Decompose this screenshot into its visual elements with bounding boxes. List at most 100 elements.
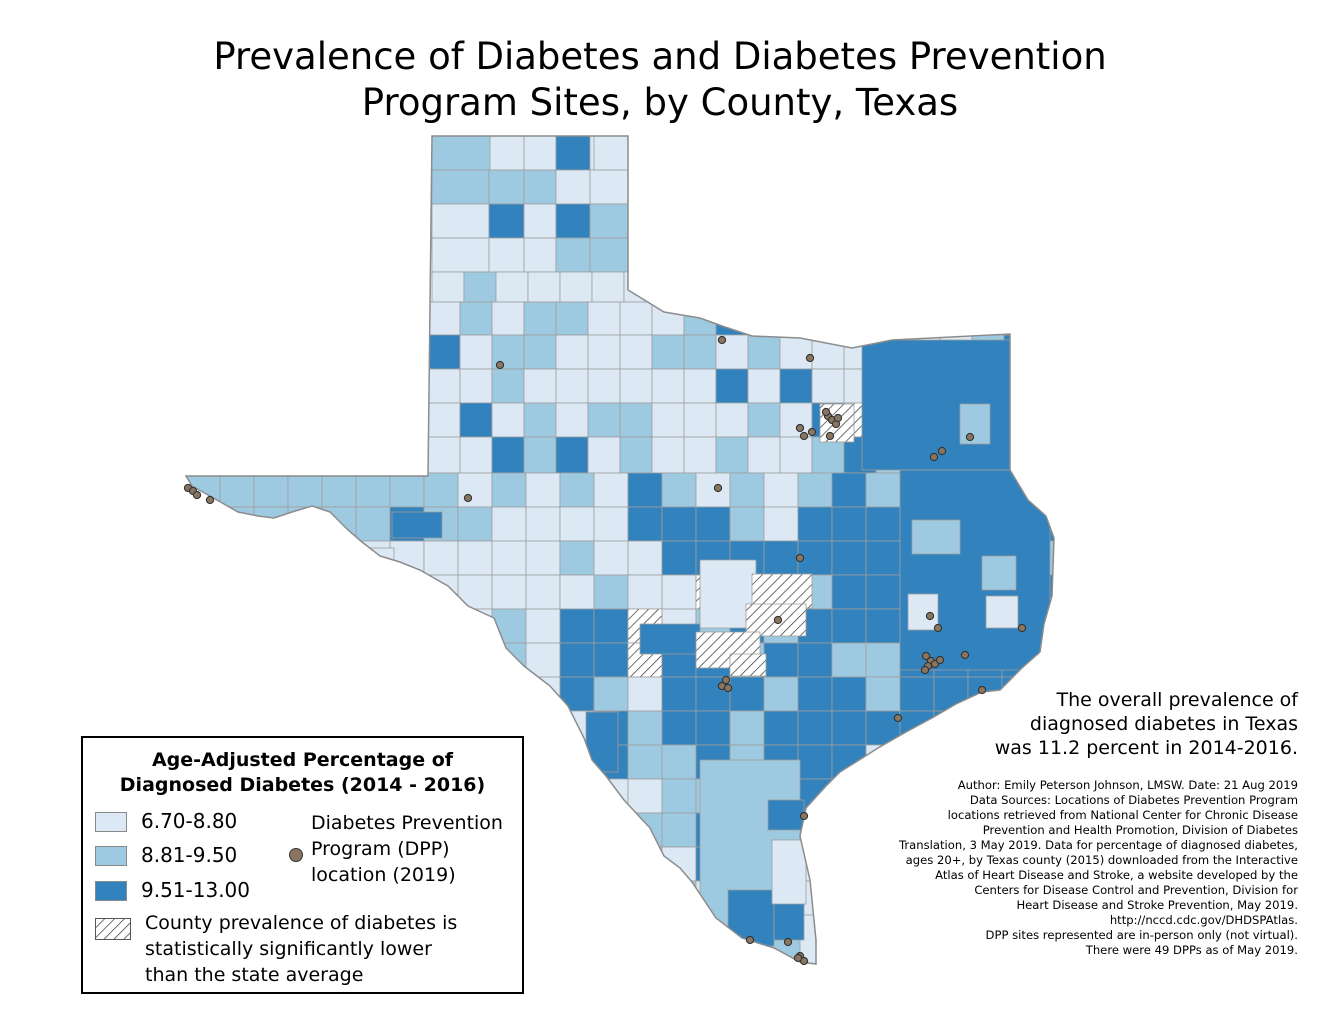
county: [355, 608, 391, 644]
legend-dpp-label: Diabetes Prevention Program (DPP) locati…: [311, 810, 503, 888]
county: [831, 540, 867, 576]
county: [1172, 609, 1206, 643]
county: [555, 169, 591, 205]
county: [875, 301, 909, 336]
county: [587, 402, 621, 438]
county: [559, 846, 595, 882]
county: [797, 676, 833, 712]
county: [627, 778, 663, 814]
county: [661, 506, 697, 542]
county: [1196, 437, 1228, 473]
map-legend: Age-Adjusted Percentage of Diagnosed Dia…: [81, 736, 524, 994]
county: [525, 846, 561, 882]
county: [1138, 609, 1172, 643]
county: [1308, 575, 1320, 609]
dpp-location-point: [192, 490, 202, 500]
county: [1228, 302, 1260, 335]
dpp-point-symbol: [289, 848, 303, 862]
county: [1240, 473, 1274, 507]
east-high-block: [899, 469, 1051, 671]
county: [1274, 507, 1308, 541]
county: [523, 368, 557, 404]
county: [389, 642, 425, 678]
county: [427, 436, 461, 474]
county: [555, 436, 589, 474]
county: [627, 846, 663, 882]
county: [253, 642, 289, 678]
county: [811, 301, 845, 336]
county: [1068, 437, 1100, 473]
county: [1240, 507, 1274, 541]
county: [683, 402, 717, 438]
county: [1196, 369, 1228, 403]
county: [661, 880, 697, 916]
county: [287, 676, 323, 712]
county: [1292, 335, 1320, 369]
county: [1240, 643, 1274, 677]
county: [559, 676, 595, 712]
county: [1308, 609, 1320, 643]
legend-swatch-mid: [95, 846, 127, 866]
county: [1292, 369, 1320, 403]
county: [457, 642, 493, 678]
county: [865, 472, 901, 508]
county: [355, 642, 391, 678]
map-title: Prevalence of Diabetes and Diabetes Prev…: [0, 34, 1320, 126]
legend-title-line-2: Diagnosed Diabetes (2014 - 2016): [119, 774, 486, 796]
county: [865, 744, 901, 780]
county: [593, 778, 629, 814]
legend-dpp-line-3: location (2019): [311, 864, 456, 886]
county: [321, 676, 357, 712]
legend-label-high: 9.51-13.00: [141, 878, 251, 902]
county: [763, 472, 799, 508]
county: [589, 203, 629, 239]
county: [488, 203, 525, 239]
county: [457, 506, 493, 542]
county: [186, 676, 221, 712]
legend-label-mid: 8.81-9.50: [141, 843, 238, 867]
county: [683, 334, 717, 370]
county: [593, 574, 629, 610]
county: [589, 169, 629, 205]
county: [1206, 507, 1240, 541]
county: [219, 676, 255, 712]
county: [355, 676, 391, 712]
county: [321, 540, 357, 576]
legend-swatch-high: [95, 881, 127, 901]
county: [525, 778, 561, 814]
east-mid-county: [911, 519, 961, 555]
east-mid-county: [981, 555, 1017, 591]
county: [1274, 609, 1308, 643]
county: [389, 472, 425, 508]
dpp-location-point: [713, 483, 723, 493]
county: [555, 237, 591, 273]
county: [593, 608, 629, 644]
county: [683, 368, 717, 404]
dpp-location-point: [205, 495, 215, 505]
county: [779, 402, 813, 438]
west-high-county: [391, 511, 443, 539]
county: [525, 608, 561, 644]
texas-outline: [184, 135, 1055, 965]
county: [619, 334, 653, 370]
legend-title: Age-Adjusted Percentage of Diagnosed Dia…: [83, 748, 522, 798]
county: [1228, 437, 1260, 473]
county: [971, 301, 1005, 336]
county: [186, 540, 221, 576]
county: [459, 436, 493, 474]
county: [423, 540, 459, 576]
county: [779, 301, 813, 336]
county: [831, 608, 867, 644]
county: [559, 778, 595, 814]
cameron-high: [773, 899, 805, 941]
county: [1292, 302, 1320, 335]
county: [555, 368, 589, 404]
county: [1260, 302, 1292, 335]
county: [715, 368, 749, 404]
county: [831, 642, 867, 678]
county: [555, 301, 589, 336]
county: [287, 472, 323, 508]
author-and-sources: Author: Emily Peterson Johnson, LMSW. Da…: [798, 778, 1298, 958]
county: [831, 506, 867, 542]
dpp-location-point: [721, 675, 731, 685]
